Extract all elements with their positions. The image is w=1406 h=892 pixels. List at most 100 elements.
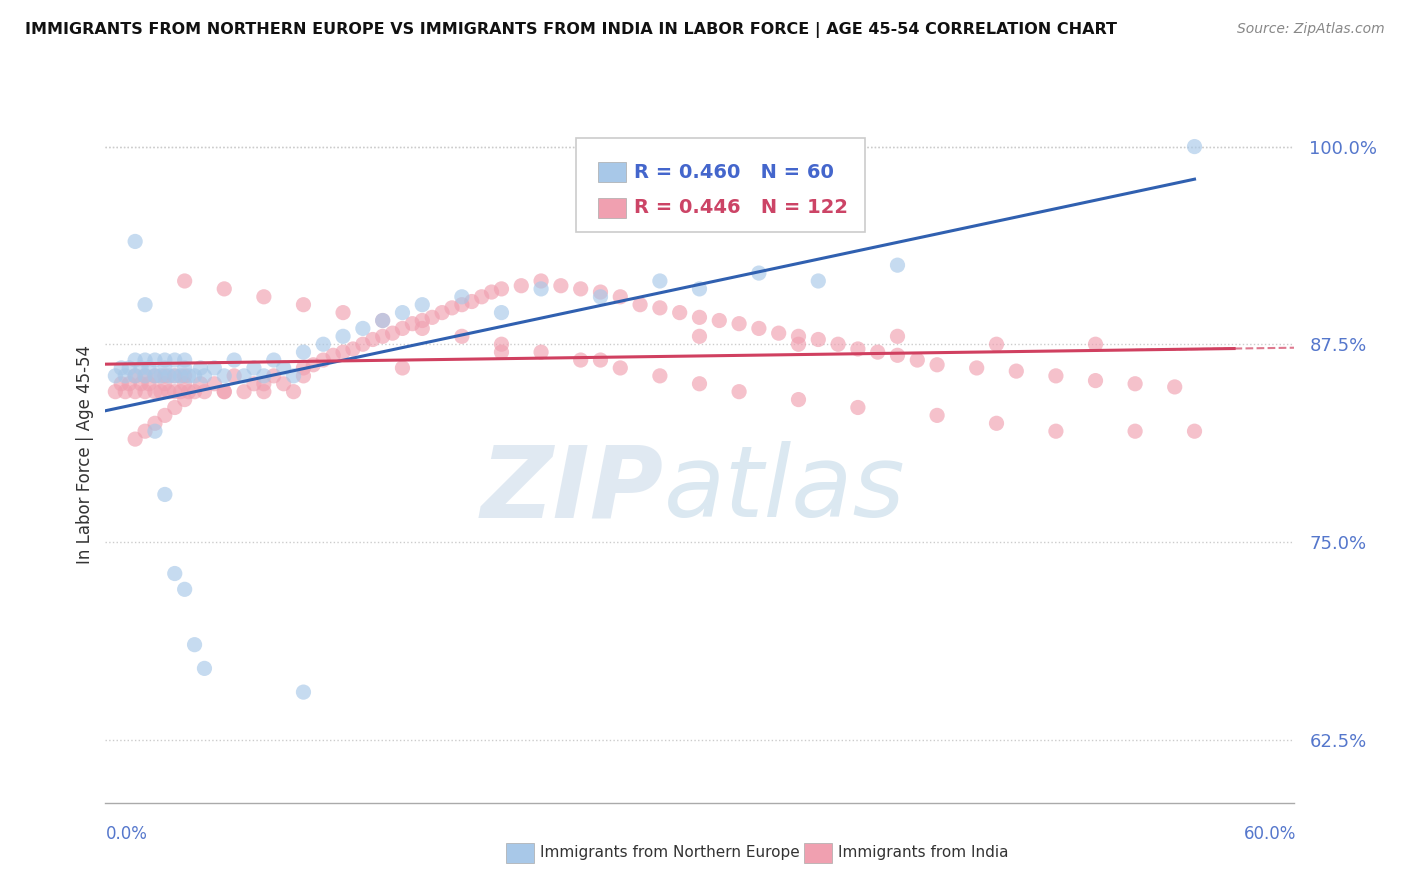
Point [114, 384, 136, 399]
Point [114, 368, 136, 383]
Point [134, 298, 156, 312]
Point [491, 337, 513, 351]
Point [440, 301, 463, 315]
Point [827, 337, 849, 351]
Point [153, 368, 176, 383]
Point [709, 313, 731, 327]
Point [149, 384, 172, 399]
Point [273, 360, 295, 375]
Point [846, 342, 869, 356]
Point [481, 285, 503, 299]
Point [163, 384, 186, 399]
Point [104, 368, 127, 383]
Point [243, 360, 266, 375]
Point [1123, 376, 1146, 391]
Point [302, 358, 325, 372]
Point [143, 424, 166, 438]
Point [352, 321, 374, 335]
Point [925, 358, 948, 372]
Point [381, 326, 404, 340]
Point [183, 368, 205, 383]
Point [233, 384, 256, 399]
Point [134, 368, 156, 383]
Point [925, 409, 948, 423]
Point [138, 360, 160, 375]
Point [530, 345, 553, 359]
Point [163, 368, 186, 383]
Point [371, 313, 394, 327]
Point [292, 368, 315, 383]
Point [283, 384, 305, 399]
Text: Immigrants from Northern Europe: Immigrants from Northern Europe [540, 846, 800, 860]
Point [124, 235, 146, 249]
Point [886, 258, 908, 272]
Point [689, 376, 711, 391]
Point [110, 376, 132, 391]
Point [886, 329, 908, 343]
Text: atlas: atlas [664, 442, 905, 538]
Point [153, 409, 176, 423]
Point [292, 298, 315, 312]
Point [668, 305, 690, 319]
Point [866, 345, 889, 359]
Point [263, 353, 285, 368]
Point [143, 353, 166, 368]
Point [648, 301, 671, 315]
Point [689, 310, 711, 325]
Point [138, 376, 160, 391]
Point [157, 368, 180, 383]
Point [224, 368, 246, 383]
Point [173, 353, 195, 368]
Point [263, 368, 285, 383]
Point [143, 417, 166, 431]
Point [1184, 139, 1206, 153]
Point [648, 368, 671, 383]
Point [153, 487, 176, 501]
Point [190, 360, 212, 375]
Point [748, 266, 770, 280]
Point [173, 368, 195, 383]
Point [170, 368, 193, 383]
Point [332, 345, 354, 359]
Point [214, 384, 236, 399]
Point [768, 326, 790, 340]
Point [342, 342, 364, 356]
Point [1084, 374, 1107, 388]
Point [430, 305, 453, 319]
Point [807, 274, 830, 288]
Point [134, 424, 156, 438]
Point [1123, 424, 1146, 438]
Point [214, 368, 236, 383]
Point [134, 384, 156, 399]
Point [177, 368, 200, 383]
Text: 60.0%: 60.0% [1244, 825, 1296, 843]
Point [491, 345, 513, 359]
Point [153, 376, 176, 391]
Text: IMMIGRANTS FROM NORTHERN EUROPE VS IMMIGRANTS FROM INDIA IN LABOR FORCE | AGE 45: IMMIGRANTS FROM NORTHERN EUROPE VS IMMIG… [25, 22, 1118, 38]
Point [628, 298, 651, 312]
Point [124, 432, 146, 446]
Point [163, 353, 186, 368]
Point [846, 401, 869, 415]
Point [110, 360, 132, 375]
Point [292, 360, 315, 375]
Point [322, 348, 344, 362]
Point [143, 368, 166, 383]
Point [202, 360, 225, 375]
Point [173, 582, 195, 597]
Point [401, 317, 423, 331]
Text: Immigrants from India: Immigrants from India [838, 846, 1008, 860]
Point [129, 376, 152, 391]
Point [361, 333, 384, 347]
Point [253, 290, 276, 304]
Point [163, 368, 186, 383]
Point [104, 384, 127, 399]
Point [124, 368, 146, 383]
Point [118, 360, 141, 375]
Text: R = 0.460   N = 60: R = 0.460 N = 60 [634, 162, 834, 182]
Point [461, 294, 484, 309]
Point [411, 321, 433, 335]
Point [648, 274, 671, 288]
Point [510, 278, 533, 293]
Point [491, 282, 513, 296]
